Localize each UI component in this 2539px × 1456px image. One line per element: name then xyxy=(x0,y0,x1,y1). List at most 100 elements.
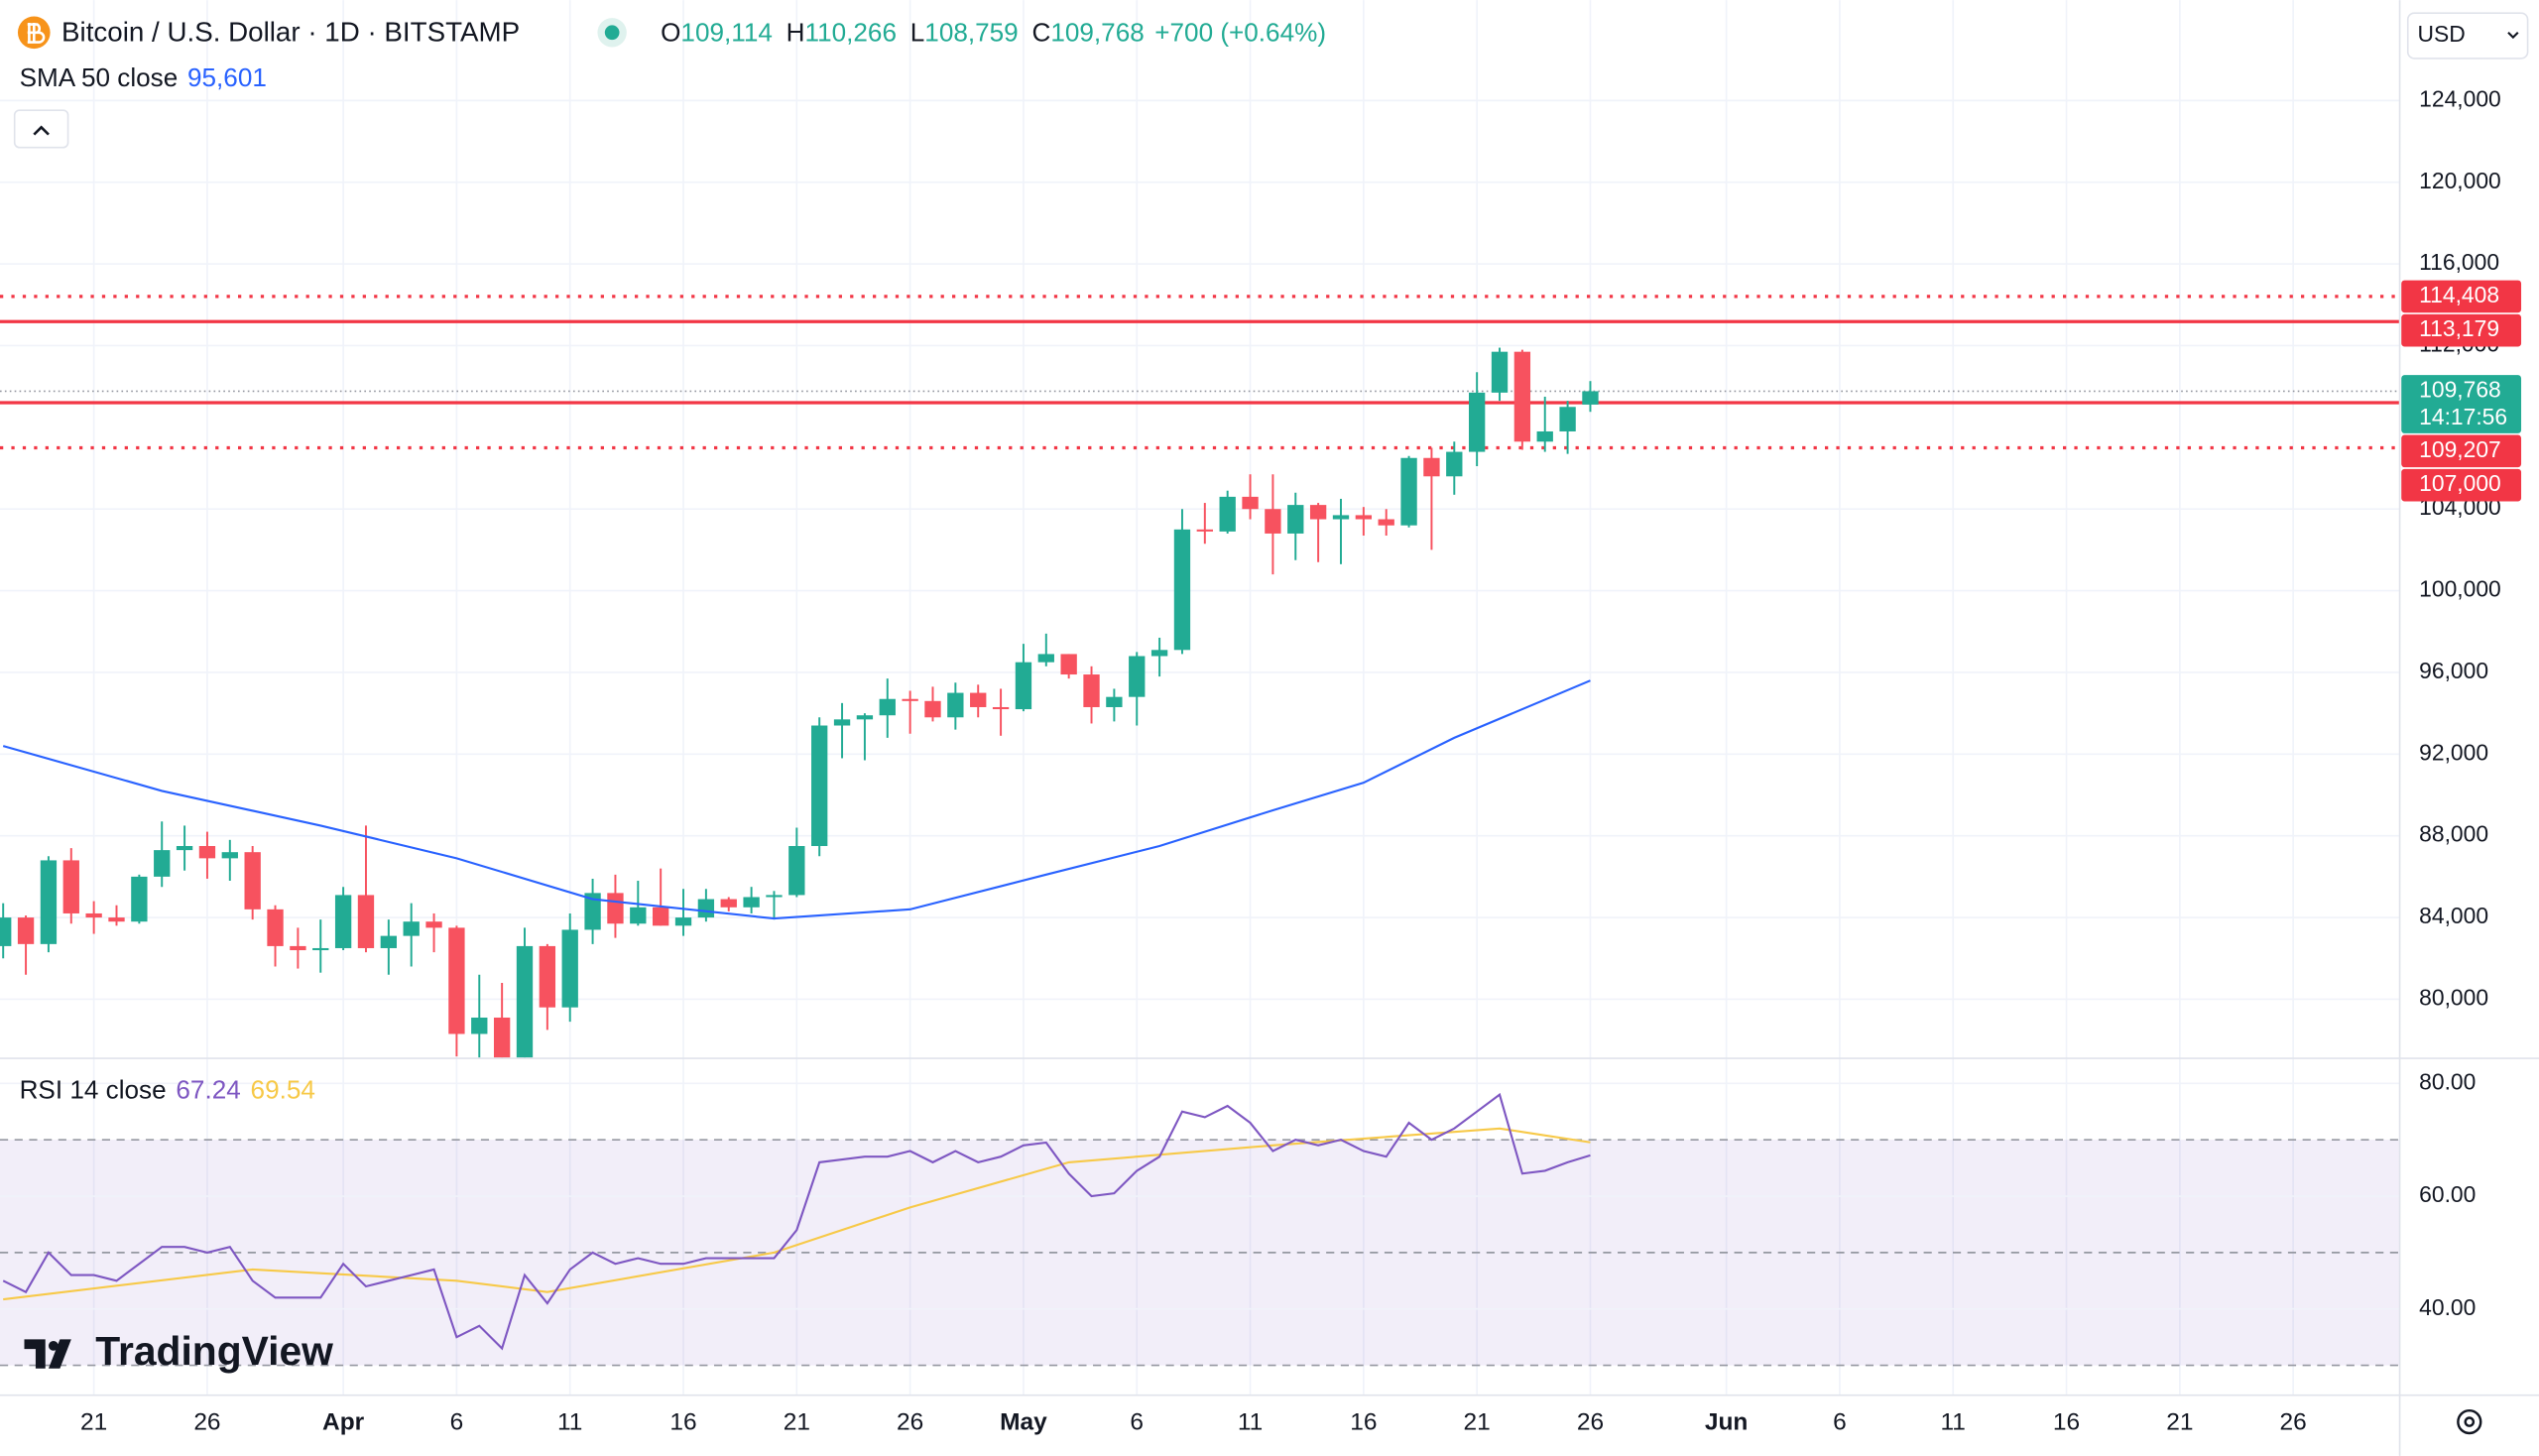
y-tick-label: 80.00 xyxy=(2419,1068,2476,1094)
axes: 80,00084,00088,00092,00096,000100,000104… xyxy=(80,85,2522,1436)
settings-button[interactable] xyxy=(2457,1408,2482,1435)
y-tick-label: 100,000 xyxy=(2419,576,2501,602)
rsi-line xyxy=(2,1092,1591,1351)
candle-body xyxy=(653,907,669,926)
candle-body xyxy=(1355,515,1373,520)
sma-legend-title: SMA 50 close xyxy=(20,62,179,92)
candle-body xyxy=(1219,496,1236,532)
candle-body xyxy=(267,909,284,946)
countdown-label: 14:17:56 xyxy=(2419,404,2507,429)
price-label-bg xyxy=(2401,468,2522,502)
candle-body xyxy=(471,1017,488,1034)
x-tick-label: 21 xyxy=(784,1409,810,1436)
candle-body xyxy=(312,947,329,951)
rsi-legend-value: 69.54 xyxy=(251,1074,315,1104)
candle-body xyxy=(1287,505,1304,534)
x-tick-label: 11 xyxy=(557,1409,582,1436)
candle-body xyxy=(176,846,193,851)
y-tick-label: 124,000 xyxy=(2419,85,2501,111)
y-tick-label: 88,000 xyxy=(2419,821,2488,847)
candle-body xyxy=(697,899,715,918)
x-tick-label: 16 xyxy=(669,1409,696,1436)
candle-body xyxy=(493,1017,511,1058)
legend-value: 109,768 xyxy=(1050,17,1144,47)
price-label: 109,768 xyxy=(2419,376,2501,402)
x-tick-label: Jun xyxy=(1705,1409,1749,1436)
candle-body xyxy=(244,852,261,910)
candle-body xyxy=(1265,509,1281,534)
candle-body xyxy=(947,692,964,718)
candle-body xyxy=(833,719,851,726)
y-tick-label: 40.00 xyxy=(2419,1294,2476,1320)
candle-body xyxy=(0,917,12,946)
candle-body xyxy=(17,917,35,944)
grid xyxy=(0,0,2400,1395)
candle-body xyxy=(357,895,375,948)
collapse-button[interactable] xyxy=(13,109,69,149)
y-tick-label: 96,000 xyxy=(2419,658,2488,683)
candle-body xyxy=(811,725,828,847)
rsi-legend: RSI 14 close 67.24 69.54 xyxy=(20,1074,315,1104)
candle-body xyxy=(1513,351,1531,442)
legend-value: 109,114 xyxy=(680,17,772,47)
candle-body xyxy=(198,846,216,859)
x-tick-label: 16 xyxy=(1350,1409,1377,1436)
candle-body xyxy=(425,921,442,928)
x-tick-label: 11 xyxy=(1238,1409,1263,1436)
x-tick-label: May xyxy=(1000,1409,1047,1436)
x-tick-label: 21 xyxy=(80,1409,107,1436)
candle-body xyxy=(879,698,896,716)
rsi-legend-value: 67.24 xyxy=(176,1074,240,1104)
sma-legend: SMA 50 close 95,601 xyxy=(20,62,267,92)
candle-body xyxy=(970,692,987,707)
legend-key: H xyxy=(786,17,805,47)
candle-body xyxy=(539,945,556,1008)
candle-body xyxy=(1559,407,1576,431)
candle-body xyxy=(1015,662,1032,710)
rsi-legend-title: RSI 14 close xyxy=(20,1074,167,1104)
candle-body xyxy=(856,715,874,720)
currency-select[interactable]: USD xyxy=(2406,12,2529,60)
candle-body xyxy=(902,698,918,701)
candle-body xyxy=(1468,392,1486,452)
candle-body xyxy=(1083,674,1100,707)
candle-body xyxy=(1242,496,1259,510)
candle-body xyxy=(1446,451,1463,477)
legend-value: 108,759 xyxy=(924,17,1018,47)
price-label-bg xyxy=(2401,434,2522,468)
candle-body xyxy=(1196,529,1213,532)
ohlc-legend: O109,114 H110,266 L108,759 C109,768 +700… xyxy=(661,17,1326,47)
price-label: 107,000 xyxy=(2419,470,2501,496)
market-status-dot xyxy=(604,25,620,41)
y-tick-label: 80,000 xyxy=(2419,984,2488,1010)
legend-change: +700 (+0.64%) xyxy=(1154,17,1326,47)
candle-body xyxy=(788,846,805,896)
candle-body xyxy=(85,912,102,918)
candle-body xyxy=(1037,654,1054,663)
y-tick-label: 84,000 xyxy=(2419,903,2488,928)
candle-body xyxy=(1309,505,1327,520)
candle-body xyxy=(1060,654,1077,675)
candle-body xyxy=(584,893,601,930)
candle-body xyxy=(40,860,58,944)
legend-key: C xyxy=(1032,17,1051,47)
x-tick-label: 21 xyxy=(1464,1409,1491,1436)
price-label: 109,207 xyxy=(2419,436,2501,462)
candle-body xyxy=(561,929,578,1008)
watermark: TradingView xyxy=(24,1328,333,1374)
candle-body xyxy=(720,899,737,908)
candle-body xyxy=(108,917,125,922)
candle-body xyxy=(1106,696,1123,707)
candle-body xyxy=(1582,391,1599,405)
x-tick-label: 11 xyxy=(1941,1409,1966,1436)
candle-body xyxy=(1491,351,1509,393)
candle-body xyxy=(221,852,238,859)
x-tick-label: 26 xyxy=(2280,1409,2307,1436)
symbol-icon xyxy=(17,16,51,50)
candle-body xyxy=(1536,430,1553,442)
candle-body xyxy=(403,921,420,936)
candle-body xyxy=(380,935,397,948)
x-tick-label: 26 xyxy=(193,1409,220,1436)
candle-body xyxy=(1129,656,1146,697)
